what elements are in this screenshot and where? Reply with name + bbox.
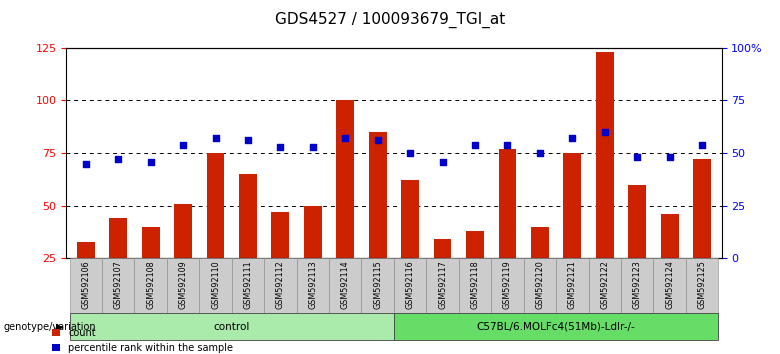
Bar — [394, 313, 718, 340]
Bar — [654, 258, 686, 313]
Text: C57BL/6.MOLFc4(51Mb)-Ldlr-/-: C57BL/6.MOLFc4(51Mb)-Ldlr-/- — [477, 321, 636, 332]
Bar — [523, 258, 556, 313]
Legend: count, percentile rank within the sample: count, percentile rank within the sample — [51, 328, 233, 353]
Text: GSM592113: GSM592113 — [308, 261, 317, 309]
Point — [177, 142, 190, 148]
Bar — [174, 204, 192, 258]
Text: GSM592108: GSM592108 — [146, 261, 155, 309]
Bar — [531, 227, 549, 258]
Point — [566, 136, 579, 141]
Bar — [271, 212, 289, 258]
Point — [663, 154, 675, 160]
Text: GSM592118: GSM592118 — [470, 261, 480, 309]
Bar — [628, 185, 646, 258]
Point — [534, 150, 546, 156]
Bar — [134, 258, 167, 313]
Text: ▶: ▶ — [56, 321, 64, 332]
Bar — [69, 258, 102, 313]
Bar — [556, 258, 589, 313]
Point — [631, 154, 644, 160]
Text: GSM592121: GSM592121 — [568, 261, 576, 309]
Bar — [466, 231, 484, 258]
Bar — [142, 227, 160, 258]
Bar — [102, 258, 134, 313]
Text: GSM592125: GSM592125 — [697, 260, 707, 309]
Bar — [459, 258, 491, 313]
Bar — [693, 159, 711, 258]
Text: GSM592112: GSM592112 — [276, 261, 285, 309]
Text: GSM592107: GSM592107 — [114, 261, 122, 309]
Text: GSM592117: GSM592117 — [438, 261, 447, 309]
Bar — [109, 218, 127, 258]
Bar — [207, 153, 225, 258]
Bar — [167, 258, 199, 313]
Bar — [401, 181, 419, 258]
Point — [371, 138, 384, 143]
Point — [112, 156, 125, 162]
Point — [404, 150, 417, 156]
Point — [436, 159, 448, 164]
Bar — [434, 239, 452, 258]
Text: GSM592111: GSM592111 — [243, 261, 253, 309]
Bar — [296, 258, 329, 313]
Bar — [498, 149, 516, 258]
Bar — [589, 258, 621, 313]
Text: GSM592124: GSM592124 — [665, 261, 674, 309]
Bar — [491, 258, 523, 313]
Point — [80, 161, 92, 166]
Bar — [304, 206, 321, 258]
Point — [307, 144, 319, 150]
Text: GDS4527 / 100093679_TGI_at: GDS4527 / 100093679_TGI_at — [275, 11, 505, 28]
Bar — [686, 258, 718, 313]
Bar — [596, 52, 614, 258]
Bar — [369, 132, 387, 258]
Bar — [336, 101, 354, 258]
Bar — [563, 153, 581, 258]
Text: GSM592114: GSM592114 — [341, 261, 349, 309]
Point — [469, 142, 481, 148]
Point — [242, 138, 254, 143]
Text: control: control — [214, 321, 250, 332]
Point — [209, 136, 222, 141]
Bar — [69, 313, 394, 340]
Bar — [394, 258, 427, 313]
Text: GSM592116: GSM592116 — [406, 261, 415, 309]
Point — [598, 129, 611, 135]
Bar — [77, 241, 94, 258]
Bar — [232, 258, 264, 313]
Text: GSM592119: GSM592119 — [503, 261, 512, 309]
Point — [274, 144, 286, 150]
Bar — [239, 174, 257, 258]
Point — [144, 159, 157, 164]
Text: genotype/variation: genotype/variation — [4, 321, 97, 332]
Bar — [621, 258, 654, 313]
Bar — [427, 258, 459, 313]
Bar — [199, 258, 232, 313]
Text: GSM592110: GSM592110 — [211, 261, 220, 309]
Text: GSM592106: GSM592106 — [81, 261, 90, 309]
Point — [502, 142, 514, 148]
Text: GSM592109: GSM592109 — [179, 261, 187, 309]
Bar — [264, 258, 296, 313]
Point — [339, 136, 352, 141]
Point — [696, 142, 708, 148]
Bar — [329, 258, 361, 313]
Bar — [661, 214, 679, 258]
Text: GSM592123: GSM592123 — [633, 261, 642, 309]
Bar — [361, 258, 394, 313]
Text: GSM592122: GSM592122 — [601, 260, 609, 309]
Text: GSM592120: GSM592120 — [535, 261, 544, 309]
Text: GSM592115: GSM592115 — [373, 261, 382, 309]
